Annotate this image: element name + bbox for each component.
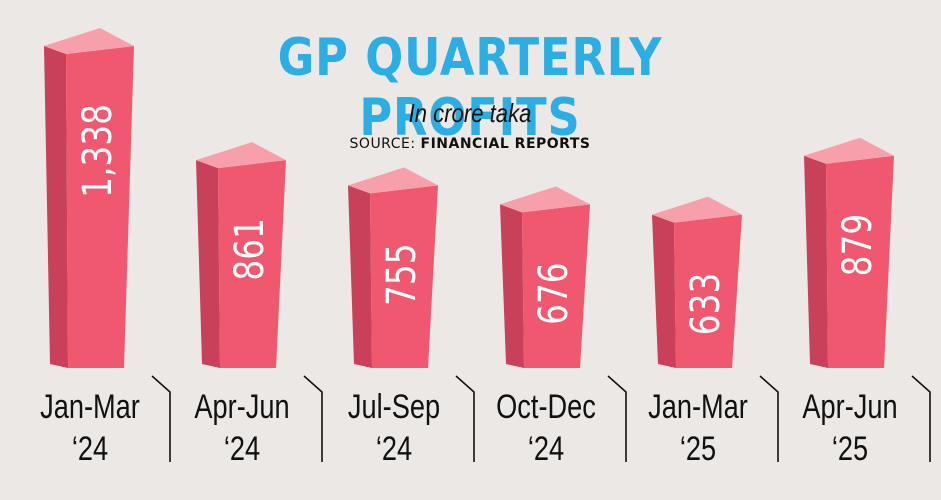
bar-top-5 — [804, 137, 894, 164]
bar-top-1 — [196, 142, 286, 169]
bar-3 — [522, 204, 590, 368]
bar-top-0 — [44, 28, 134, 54]
bar-top-4 — [652, 196, 742, 223]
source-value: FINANCIAL REPORTS — [420, 136, 591, 152]
bar-value-label-1: 861 — [226, 218, 273, 281]
category-label-0: Jan-Mar — [40, 387, 140, 426]
bar-4 — [674, 214, 742, 368]
bar-1 — [218, 160, 286, 368]
category-separator-0 — [151, 375, 171, 462]
category-separator-5 — [911, 375, 931, 462]
category-year-2: ‘24 — [376, 429, 412, 468]
chart-title: GP QUARTERLY PROFITS — [277, 28, 663, 148]
bar-value-label-5: 879 — [834, 214, 881, 277]
category-label-4: Jan-Mar — [648, 387, 748, 426]
category-label-1: Apr-Jun — [194, 387, 289, 426]
bar-5 — [826, 155, 894, 368]
bar-value-label-0: 1,338 — [74, 104, 121, 198]
category-separator-3 — [607, 375, 627, 462]
chart-subtitle: In crore taka — [408, 98, 532, 128]
category-separator-4 — [759, 375, 779, 462]
category-year-5: ‘25 — [832, 429, 868, 468]
bar-value-label-3: 676 — [530, 262, 577, 325]
category-year-4: ‘25 — [680, 429, 716, 468]
bar-side-4 — [652, 214, 676, 368]
bar-top-3 — [500, 186, 590, 213]
category-label-5: Apr-Jun — [802, 387, 897, 426]
category-label-2: Jul-Sep — [348, 387, 440, 426]
bar-side-2 — [348, 185, 372, 368]
source-label: SOURCE: — [349, 136, 421, 152]
category-year-0: ‘24 — [72, 429, 108, 468]
bar-side-3 — [500, 204, 524, 368]
bar-0 — [66, 46, 134, 368]
bar-value-label-2: 755 — [378, 243, 425, 306]
bar-top-2 — [348, 167, 438, 194]
category-separator-2 — [455, 375, 475, 462]
source-line: SOURCE: FINANCIAL REPORTS — [150, 136, 790, 152]
bar-side-0 — [44, 46, 68, 368]
bar-side-1 — [196, 160, 220, 368]
category-separator-1 — [303, 375, 323, 462]
bar-side-5 — [804, 155, 828, 368]
category-year-1: ‘24 — [224, 429, 260, 468]
category-year-3: ‘24 — [528, 429, 564, 468]
bar-value-label-4: 633 — [682, 273, 729, 336]
category-label-3: Oct-Dec — [496, 387, 596, 426]
bar-2 — [370, 185, 438, 368]
